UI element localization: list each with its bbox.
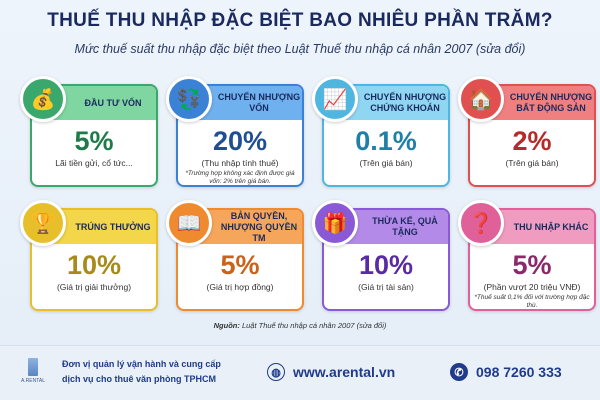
- question-coins-icon: ❓: [458, 200, 504, 246]
- tax-basis: Lãi tiền gửi, cổ tức...: [55, 158, 133, 168]
- card-label: THU NHẬP KHÁC: [513, 221, 589, 232]
- tax-card: CHUYỂN NHƯỢNG CHỨNG KHOÁN 📈 0.1% (Trên g…: [312, 76, 450, 187]
- tax-card: THỪA KẾ, QUÀ TẶNG 🎁 10% (Giá trị tài sản…: [312, 200, 450, 311]
- stock-chart-icon: 📈: [312, 76, 358, 122]
- tax-card: ĐẦU TƯ VỐN 💰 5% Lãi tiền gửi, cổ tức...: [20, 76, 158, 187]
- logo-text: A.RENTAL: [20, 378, 46, 384]
- real-estate-icon: 🏠: [458, 76, 504, 122]
- card-label: BẢN QUYỀN, NHƯỢNG QUYỀN TM: [220, 210, 298, 243]
- website-text[interactable]: www.arental.vn: [293, 364, 396, 380]
- source-note: Nguồn: Luật Thuế thu nhập cá nhân 2007 (…: [0, 321, 600, 330]
- tax-card: TRÚNG THƯỞNG 🏆 10% (Giá trị giải thưởng): [20, 200, 158, 311]
- globe-icon: ◍: [267, 363, 285, 381]
- tax-card: BẢN QUYỀN, NHƯỢNG QUYỀN TM 📖 5% (Giá trị…: [166, 200, 304, 311]
- phone-text[interactable]: 098 7260 333: [476, 364, 562, 380]
- tax-note: *Thuế suất 0,1% đối với trường hợp đặc t…: [474, 294, 590, 309]
- footer: A.RENTAL Đơn vị quản lý vận hành và cung…: [0, 345, 600, 400]
- tax-basis: (Thu nhập tính thuế): [201, 158, 279, 168]
- phone-icon: ✆: [450, 363, 468, 381]
- card-label: CHUYỂN NHƯỢNG BẤT ĐỘNG SẢN: [509, 92, 593, 113]
- company-description: Đơn vị quản lý vận hành và cung cấp dịch …: [62, 357, 221, 387]
- building-icon: [28, 358, 38, 376]
- description-line-2: dịch vụ cho thuê văn phòng TPHCM: [62, 374, 216, 384]
- gift-icon: 🎁: [312, 200, 358, 246]
- tax-rate: 5%: [220, 250, 260, 280]
- phone-link[interactable]: ✆ 098 7260 333: [450, 363, 562, 381]
- tax-basis: (Giá trị giải thưởng): [56, 282, 132, 292]
- tax-card: CHUYỂN NHƯỢNG VỐN 💱 20% (Thu nhập tính t…: [166, 76, 304, 187]
- arental-logo: A.RENTAL: [16, 358, 50, 384]
- tax-rate: 10%: [358, 250, 414, 280]
- page-title: THUẾ THU NHẬP ĐẶC BIỆT BAO NHIÊU PHẦN TR…: [47, 10, 553, 31]
- source-label: Nguồn:: [213, 321, 240, 330]
- page-subtitle: Mức thuế suất thu nhập đặc biệt theo Luậ…: [74, 42, 526, 56]
- money-transfer-icon: 💱: [166, 76, 212, 122]
- card-label: THỪA KẾ, QUÀ TẶNG: [372, 216, 438, 237]
- source-text: Luật Thuế thu nhập cá nhân 2007 (sửa đổi…: [239, 321, 387, 330]
- tax-card: THU NHẬP KHÁC ❓ 5% (Phần vượt 20 triệu V…: [458, 200, 596, 311]
- tax-rate: 10%: [66, 250, 122, 280]
- book-idea-icon: 📖: [166, 200, 212, 246]
- tax-rate: 0.1%: [355, 126, 417, 156]
- description-line-1: Đơn vị quản lý vận hành và cung cấp: [62, 359, 221, 369]
- card-label: TRÚNG THƯỞNG: [75, 221, 151, 232]
- card-label: CHUYỂN NHƯỢNG CHỨNG KHOÁN: [363, 92, 447, 113]
- tax-rate: 5%: [74, 126, 114, 156]
- tax-basis: (Trên giá bán): [359, 158, 413, 168]
- money-bag-icon: 💰: [20, 76, 66, 122]
- website-link[interactable]: ◍ www.arental.vn: [267, 363, 395, 381]
- tax-rate: 2%: [512, 126, 552, 156]
- tax-rate: 20%: [212, 126, 268, 156]
- tax-card: CHUYỂN NHƯỢNG BẤT ĐỘNG SẢN 🏠 2% (Trên gi…: [458, 76, 596, 187]
- tax-basis: (Trên giá bán): [505, 158, 559, 168]
- tax-basis: (Giá trị tài sản): [358, 282, 414, 292]
- tax-basis: (Phần vượt 20 triệu VNĐ): [483, 282, 581, 292]
- tax-basis: (Giá trị hợp đồng): [206, 282, 274, 292]
- card-label: ĐẦU TƯ VỐN: [84, 97, 142, 108]
- tax-rate: 5%: [512, 250, 552, 280]
- card-label: CHUYỂN NHƯỢNG VỐN: [217, 92, 301, 113]
- trophy-icon: 🏆: [20, 200, 66, 246]
- tax-note: *Trường hợp không xác định được giá vốn:…: [185, 170, 295, 185]
